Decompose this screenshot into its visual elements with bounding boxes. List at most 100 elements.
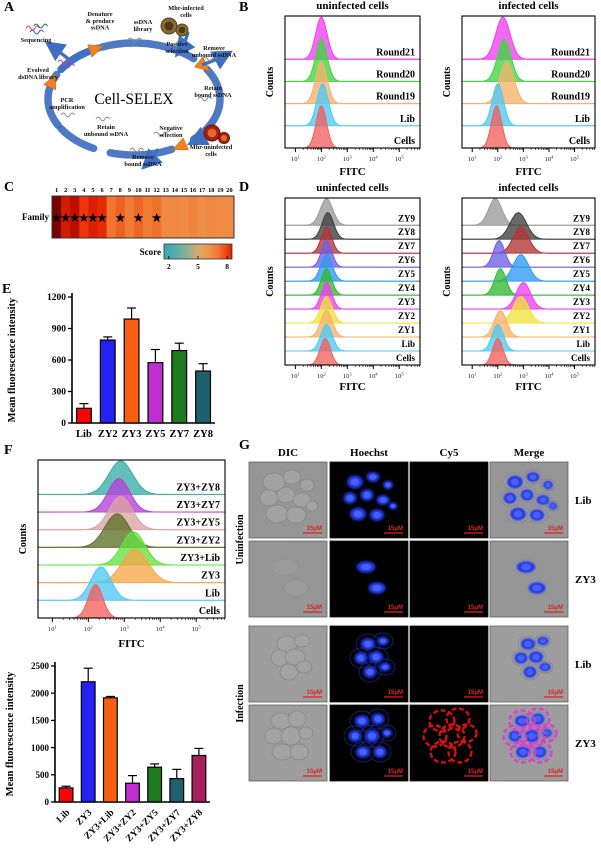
scale-bar-label: 15μM: [388, 605, 403, 611]
flow-series-label: ZY7: [573, 241, 591, 251]
micrograph-hoechst-row1: 15μM: [329, 540, 409, 618]
bar-ZY8: [195, 370, 212, 424]
flow-series-Lib: [285, 323, 420, 352]
flow-series-ZY7: [285, 226, 420, 254]
flow-series-label: Round20: [551, 69, 590, 80]
flow-series-label: Round21: [376, 47, 415, 58]
y-tick-label: 0: [61, 419, 66, 429]
flow-series-ZY6: [284, 240, 421, 268]
panel-d-infected-chart: infected cells ZY9 ZY8 ZY7 ZY6 ZY5 ZY4 ZY3 ZY2 ZY…: [442, 182, 596, 393]
y-tick-label: 2000: [31, 688, 50, 698]
heatmap-cell-8: [115, 196, 126, 238]
x-tick-label: 103: [519, 155, 529, 164]
heatmap-cell-4: [79, 196, 89, 238]
x-tick-label: 103: [343, 372, 353, 381]
bar-Lib: [75, 407, 92, 424]
x-tick-label: 104: [545, 372, 555, 381]
flow-series-label: ZY4: [573, 283, 591, 293]
panel-letter-f: F: [4, 443, 13, 458]
micrograph-cy5-row3: 15μM: [409, 704, 489, 782]
x-axis-label: FITC: [339, 381, 365, 393]
flow-series-label: Lib: [205, 588, 220, 599]
panel-letter-g: G: [239, 438, 250, 453]
row-label-3: ZY3: [575, 738, 596, 750]
x-tick-label: 101: [48, 625, 57, 634]
flow-series-Round20: [462, 38, 595, 82]
heatmap-col-label: 2: [64, 187, 67, 194]
row-label-1: ZY3: [575, 574, 596, 586]
x-tick-label: 105: [570, 372, 580, 381]
heatmap-cell-14: [170, 196, 180, 238]
flow-series-Lib: [38, 566, 225, 601]
micrograph-cy5-row2: 15μM: [409, 625, 489, 703]
flow-series-Cells: [284, 105, 421, 149]
flow-series-label: Lib: [400, 114, 415, 125]
bar-ZY7: [171, 349, 188, 424]
panel-c-family-heatmap: 1★2★3★4★5★6★7 8★9 10★11 12★13 14 15 16 17 18 19 20…: [22, 187, 235, 271]
bar-ZY3+ZY2: [125, 782, 140, 803]
micrograph-dic-row1: 15μM: [248, 540, 328, 618]
flow-series-label: ZY3+ZY5: [177, 518, 220, 529]
scale-bar-label: 15μM: [388, 690, 403, 696]
flow-series-label: Round19: [551, 92, 590, 103]
flow-series-label: Lib: [575, 114, 590, 125]
panel-letter-b: B: [239, 0, 249, 15]
flow-series-label: ZY6: [573, 255, 591, 265]
y-tick-label: 0: [45, 797, 50, 807]
x-tick-label: 105: [192, 625, 202, 634]
flow-series-label: ZY5: [398, 269, 416, 279]
panel-a-selex-diagram: Cell-SELEX Sequencing Denature & produce ssD…: [18, 5, 237, 170]
flow-series-label: Round19: [376, 92, 415, 103]
flow-series-label: Lib: [401, 339, 415, 349]
flow-title: infected cells: [498, 182, 559, 194]
x-axis-label: FITC: [515, 381, 541, 393]
selex-step-label-8: Mhr-uninfected cells: [190, 144, 233, 158]
selex-step-label-11: PCR amplification: [49, 97, 85, 111]
heatmap-cell-20: [224, 196, 235, 238]
star-marker: ★: [70, 213, 80, 225]
flow-series-label: Cells: [571, 353, 590, 363]
cell-icon: [160, 17, 178, 35]
flow-series-label: Cells: [569, 136, 590, 147]
heatmap-cell-1: [52, 196, 62, 238]
micrograph-cy5-row0: 15μM: [409, 461, 489, 539]
x-tick-label: 104: [369, 372, 379, 381]
micrograph-cy5-row1: 15μM: [409, 540, 489, 618]
heatmap-cell-11: [143, 196, 153, 238]
panel-letter-d: D: [239, 180, 250, 195]
selex-step-label-3: Mhr-infected cells: [168, 5, 204, 19]
heatmap-col-label: 10: [135, 187, 141, 194]
flow-title: infected cells: [498, 0, 559, 12]
heatmap-cell-19: [215, 196, 226, 238]
x-tick-label: 103: [343, 155, 353, 164]
micrograph-dic-row2: 15μM: [248, 625, 328, 703]
colorbar-tick: 5: [196, 262, 200, 271]
column-header-hoechst: Hoechst: [350, 447, 388, 459]
colorbar-tick: 8: [225, 262, 229, 271]
heatmap-col-label: 5: [91, 187, 94, 194]
heatmap-cell-18: [206, 196, 217, 238]
y-tick-label: 500: [36, 770, 50, 780]
x-tick-label: 104: [545, 155, 555, 164]
scale-bar-label: 15μM: [388, 526, 403, 532]
x-axis-label: FITC: [339, 166, 365, 178]
star-marker: ★: [115, 213, 125, 225]
y-axis-label: Counts: [265, 266, 276, 297]
selex-step-label-0: Sequencing: [21, 37, 53, 44]
heatmap-col-label: 8: [119, 187, 122, 194]
cycle-arrowhead: [87, 44, 104, 58]
micrograph-hoechst-row3: 15μM: [329, 704, 409, 782]
heatmap-cell-7: [106, 196, 117, 238]
scale-bar-label: 15μM: [307, 526, 322, 532]
star-marker: ★: [88, 213, 98, 225]
flow-title: uninfected cells: [316, 182, 389, 194]
flow-series-ZY3+ZY5: [38, 495, 225, 531]
heatmap-col-label: 15: [181, 187, 187, 194]
flow-series-label: ZY3+ZY7: [177, 500, 220, 511]
flow-series-ZY3: [285, 281, 420, 310]
star-marker: ★: [79, 213, 89, 225]
scale-bar-label: 15μM: [548, 605, 563, 611]
x-category-label: Lib: [55, 808, 72, 825]
flow-series-label: ZY4: [398, 283, 416, 293]
